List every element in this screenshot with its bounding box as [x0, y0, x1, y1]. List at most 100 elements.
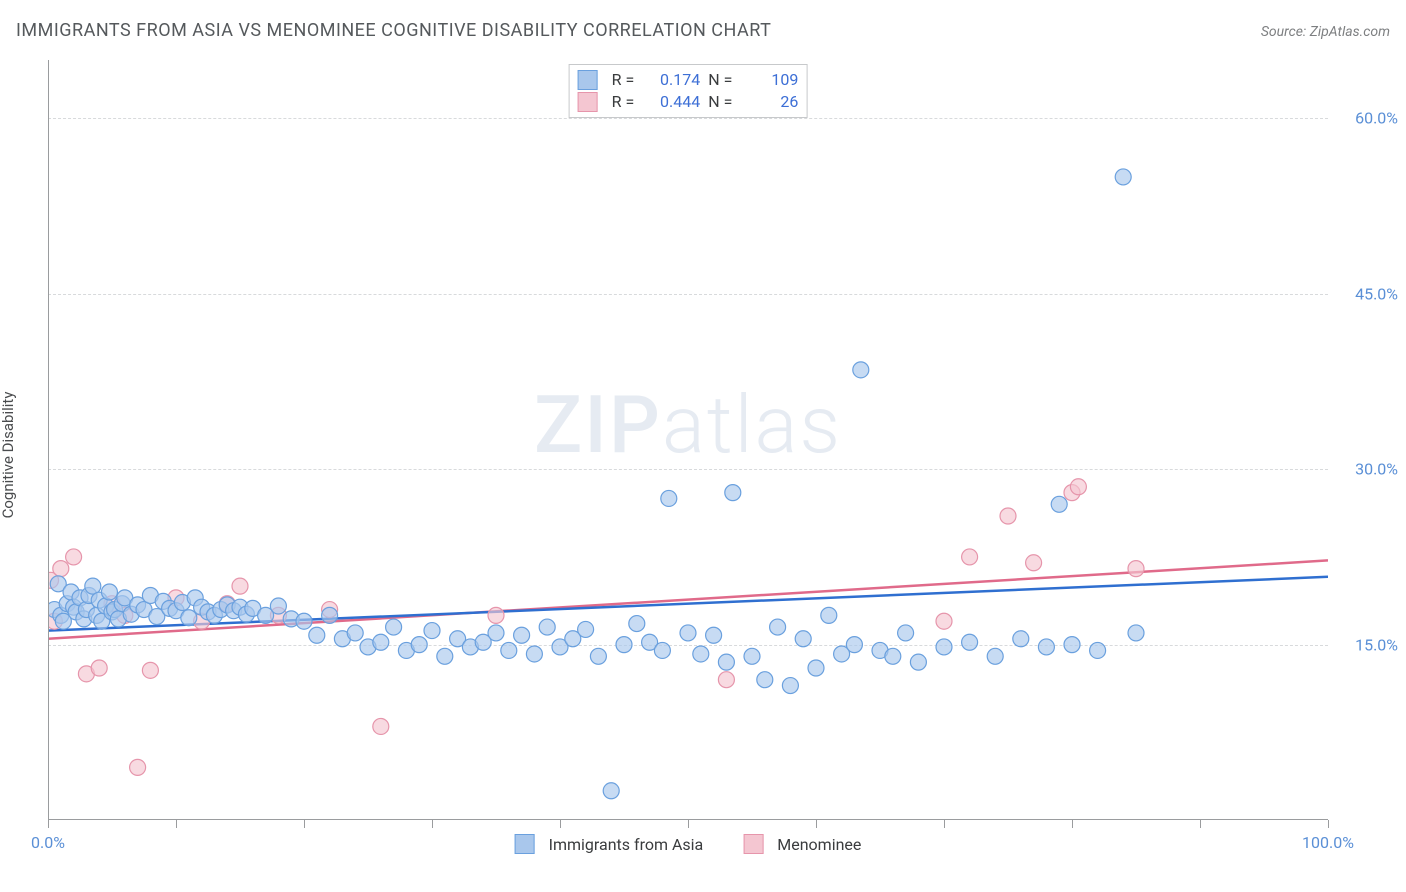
- data-point: [1115, 169, 1131, 185]
- data-point: [757, 672, 773, 688]
- r-value: 0.444: [642, 91, 700, 113]
- data-point: [1013, 631, 1029, 647]
- data-point: [578, 621, 594, 637]
- data-point: [693, 646, 709, 662]
- data-point: [142, 662, 158, 678]
- r-value: 0.174: [642, 69, 700, 91]
- swatch-icon: [743, 834, 763, 854]
- data-point: [770, 619, 786, 635]
- data-point: [232, 578, 248, 594]
- data-point: [501, 642, 517, 658]
- data-point: [629, 616, 645, 632]
- series-name: Menominee: [777, 835, 861, 854]
- y-tick-label: 60.0%: [1338, 109, 1398, 128]
- data-point: [654, 642, 670, 658]
- scatter-svg: [48, 60, 1328, 820]
- series-legend: Immigrants from Asia Menominee: [515, 834, 862, 854]
- data-point: [514, 627, 530, 643]
- data-point: [488, 625, 504, 641]
- data-point: [270, 598, 286, 614]
- data-point: [661, 490, 677, 506]
- y-tick-label: 15.0%: [1338, 635, 1398, 654]
- data-point: [66, 549, 82, 565]
- x-tick: [48, 820, 49, 828]
- r-label: R =: [612, 91, 635, 113]
- n-value: 26: [740, 91, 798, 113]
- data-point: [706, 627, 722, 643]
- source-link[interactable]: ZipAtlas.com: [1310, 24, 1390, 40]
- data-point: [1090, 642, 1106, 658]
- r-label: R =: [612, 69, 635, 91]
- data-point: [936, 613, 952, 629]
- data-point: [853, 362, 869, 378]
- data-point: [1038, 639, 1054, 655]
- data-point: [322, 607, 338, 623]
- data-point: [411, 637, 427, 653]
- data-point: [1070, 479, 1086, 495]
- data-point: [1026, 555, 1042, 571]
- x-tick-label: 100.0%: [1302, 833, 1354, 852]
- data-point: [373, 634, 389, 650]
- x-tick: [560, 820, 561, 828]
- data-point: [101, 584, 117, 600]
- data-point: [1128, 625, 1144, 641]
- data-point: [898, 625, 914, 641]
- data-point: [885, 648, 901, 664]
- x-tick: [944, 820, 945, 828]
- x-tick: [1328, 820, 1329, 828]
- data-point: [718, 672, 734, 688]
- data-point: [347, 625, 363, 641]
- stats-legend: R = 0.174 N = 109 R = 0.444 N = 26: [569, 64, 808, 118]
- legend-item: Immigrants from Asia: [515, 834, 704, 854]
- data-point: [386, 619, 402, 635]
- x-tick: [816, 820, 817, 828]
- stats-row: R = 0.174 N = 109: [578, 69, 799, 91]
- source-attribution: Source: ZipAtlas.com: [1261, 24, 1390, 40]
- data-point: [808, 660, 824, 676]
- data-point: [91, 660, 107, 676]
- y-axis-line: [48, 60, 49, 820]
- data-point: [782, 678, 798, 694]
- data-point: [488, 607, 504, 623]
- plot-area: ZIPatlas15.0%30.0%45.0%60.0%0.0%100.0% R…: [48, 60, 1328, 820]
- series-name: Immigrants from Asia: [549, 835, 704, 854]
- x-tick-label: 0.0%: [31, 833, 65, 852]
- data-point: [53, 561, 69, 577]
- data-point: [616, 637, 632, 653]
- data-point: [1128, 561, 1144, 577]
- chart-title: IMMIGRANTS FROM ASIA VS MENOMINEE COGNIT…: [16, 20, 771, 41]
- data-point: [1064, 637, 1080, 653]
- data-point: [718, 654, 734, 670]
- swatch-icon: [578, 92, 598, 112]
- swatch-icon: [515, 834, 535, 854]
- data-point: [821, 607, 837, 623]
- x-tick: [1200, 820, 1201, 828]
- data-point: [296, 613, 312, 629]
- data-point: [309, 627, 325, 643]
- n-label: N =: [708, 69, 732, 91]
- y-axis-label: Cognitive Disability: [0, 392, 17, 519]
- data-point: [373, 718, 389, 734]
- data-point: [962, 549, 978, 565]
- x-tick: [688, 820, 689, 828]
- x-tick: [432, 820, 433, 828]
- swatch-icon: [578, 70, 598, 90]
- data-point: [1000, 508, 1016, 524]
- data-point: [846, 637, 862, 653]
- data-point: [962, 634, 978, 650]
- data-point: [987, 648, 1003, 664]
- n-value: 109: [740, 69, 798, 91]
- data-point: [725, 485, 741, 501]
- data-point: [526, 646, 542, 662]
- data-point: [437, 648, 453, 664]
- x-tick: [1072, 820, 1073, 828]
- data-point: [1051, 496, 1067, 512]
- n-label: N =: [708, 91, 732, 113]
- data-point: [590, 648, 606, 664]
- x-tick: [176, 820, 177, 828]
- data-point: [910, 654, 926, 670]
- stats-row: R = 0.444 N = 26: [578, 91, 799, 113]
- data-point: [680, 625, 696, 641]
- data-point: [936, 639, 952, 655]
- data-point: [603, 783, 619, 799]
